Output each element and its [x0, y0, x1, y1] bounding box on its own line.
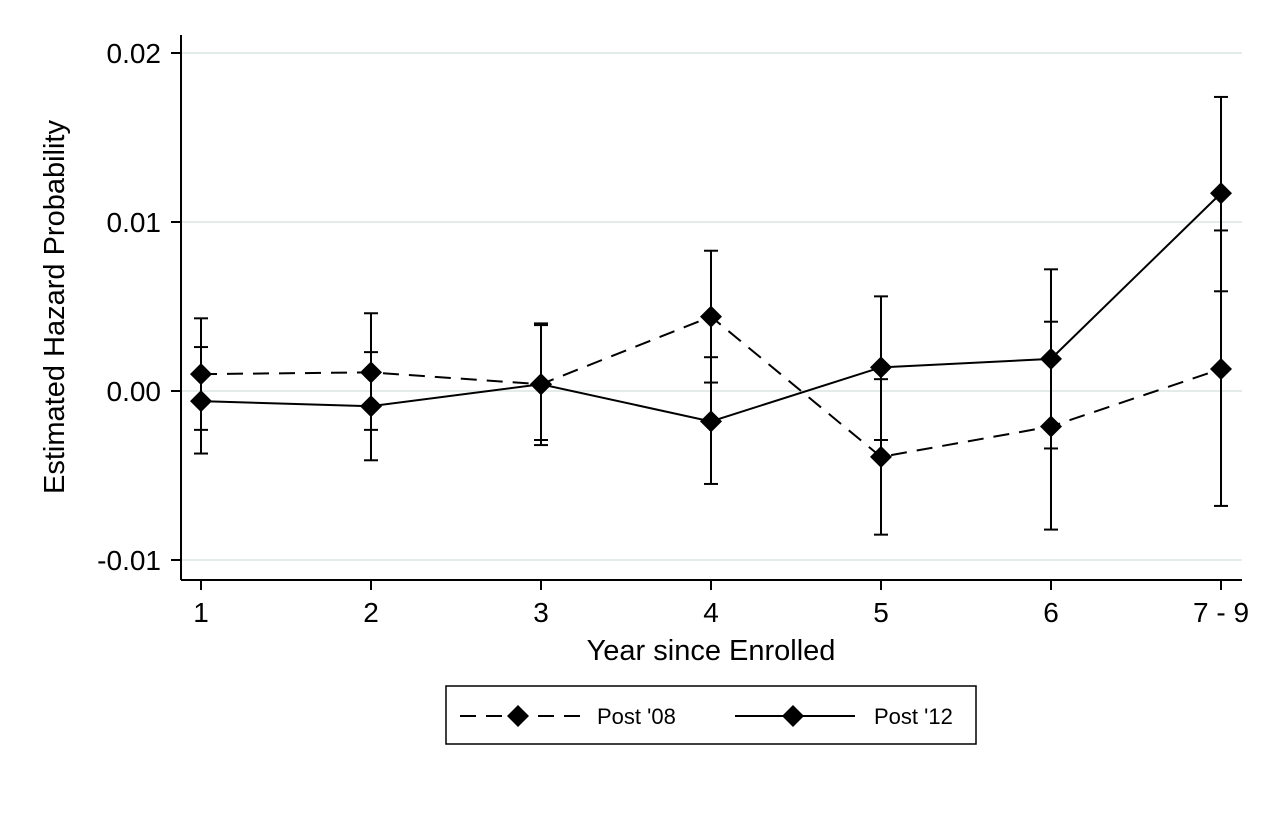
- x-ticks: 1 2 3 4 5 6 7 - 9: [193, 580, 1249, 628]
- series-1-point: [700, 305, 722, 328]
- x-tick-label: 3: [533, 597, 549, 628]
- series-2-point: [190, 390, 212, 413]
- series-1-point: [360, 361, 382, 384]
- series-1-point: [1040, 415, 1062, 438]
- x-tick-label: 1: [193, 597, 209, 628]
- series-1-point: [190, 363, 212, 386]
- y-tick-label: 0.01: [107, 207, 162, 238]
- legend-label-post-08: Post '08: [597, 704, 676, 729]
- series-markers: [190, 182, 1232, 468]
- y-tick-label: -0.01: [97, 545, 161, 576]
- legend: Post '08 Post '12: [445, 685, 977, 745]
- series-1-point: [1210, 358, 1232, 381]
- series-2-point: [870, 356, 892, 379]
- series-2-point: [530, 373, 552, 396]
- series-2-point: [700, 410, 722, 433]
- series-2-point: [360, 395, 382, 418]
- x-tick-label: 6: [1043, 597, 1059, 628]
- series-2-point: [1210, 182, 1232, 205]
- series-1-point: [870, 445, 892, 468]
- x-tick-label: 2: [363, 597, 379, 628]
- x-tick-label: 7 - 9: [1193, 597, 1249, 628]
- x-axis-title: Year since Enrolled: [587, 635, 836, 667]
- y-axis-title: Estimated Hazard Probability: [39, 120, 71, 494]
- gridlines: [181, 52, 1242, 561]
- legend-marker-post-08: [507, 705, 529, 727]
- y-tick-label: 0.00: [107, 376, 162, 407]
- legend-marker-post-12: [782, 705, 804, 727]
- series-2-point: [1040, 347, 1062, 370]
- legend-label-post-12: Post '12: [874, 704, 953, 729]
- y-ticks: -0.01 0.00 0.01 0.02: [97, 38, 181, 576]
- y-tick-label: 0.02: [107, 38, 162, 69]
- x-tick-label: 4: [703, 597, 719, 628]
- x-tick-label: 5: [873, 597, 889, 628]
- legend-box: [445, 685, 977, 745]
